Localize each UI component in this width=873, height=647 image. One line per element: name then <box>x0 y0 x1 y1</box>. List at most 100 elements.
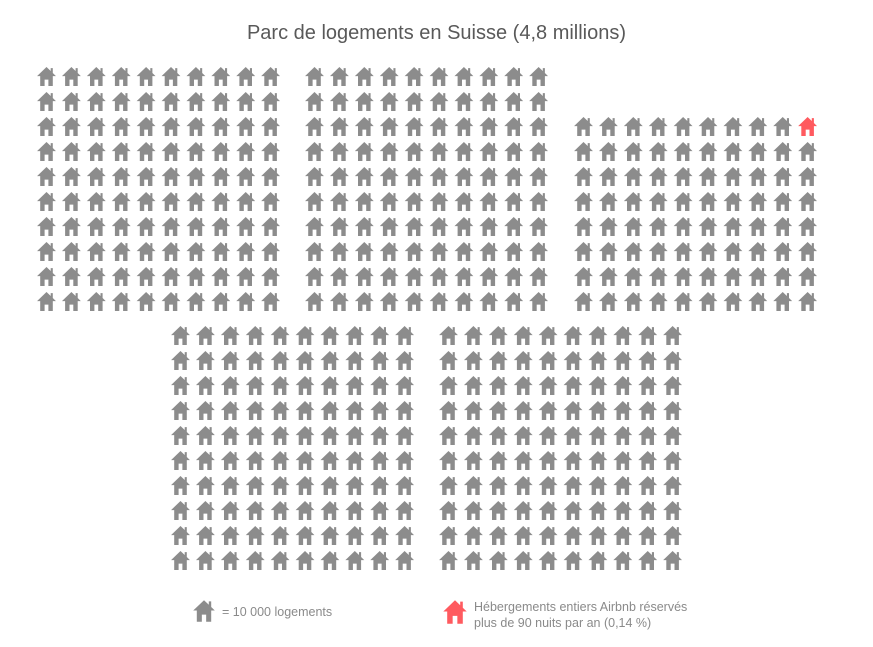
house-icon <box>295 476 315 495</box>
house-icon <box>161 217 181 236</box>
house-icon <box>748 242 768 261</box>
house-icon <box>598 142 618 161</box>
house-icon <box>195 401 215 420</box>
house-icon <box>320 326 340 345</box>
house-icon <box>773 292 793 311</box>
house-icon <box>504 142 524 161</box>
house-icon <box>136 242 156 261</box>
house-icon <box>61 242 81 261</box>
house-icon <box>295 451 315 470</box>
house-icon <box>171 526 190 545</box>
house-icon <box>563 326 583 345</box>
house-icon <box>613 401 633 420</box>
house-icon <box>270 401 290 420</box>
house-icon <box>261 292 281 311</box>
house-icon <box>798 192 818 211</box>
house-icon <box>773 142 793 161</box>
house-icon <box>305 167 324 186</box>
house-icon <box>86 167 106 186</box>
house-icon <box>623 117 643 136</box>
house-icon <box>598 292 618 311</box>
house-icon <box>623 192 643 211</box>
house-icon <box>186 67 206 86</box>
house-icon <box>270 526 290 545</box>
house-icon <box>111 292 131 311</box>
house-icon <box>211 117 231 136</box>
house-icon <box>136 67 156 86</box>
house-icon <box>320 376 340 395</box>
house-icon <box>111 67 131 86</box>
house-icon <box>245 401 265 420</box>
house-icon <box>748 117 768 136</box>
house-icon-highlight <box>443 600 467 624</box>
house-icon <box>345 401 365 420</box>
house-icon <box>236 92 256 111</box>
house-icon <box>195 426 215 445</box>
house-icon <box>588 376 608 395</box>
house-icon <box>86 217 106 236</box>
house-icon <box>598 192 618 211</box>
house-icon <box>345 501 365 520</box>
house-icon <box>354 117 374 136</box>
house-icon <box>698 292 718 311</box>
house-icon <box>574 242 593 261</box>
house-icon <box>320 501 340 520</box>
house-icon <box>345 551 365 570</box>
house-icon <box>404 117 424 136</box>
house-icon <box>111 92 131 111</box>
house-icon <box>648 167 668 186</box>
house-icon <box>171 476 190 495</box>
house-icon <box>270 376 290 395</box>
house-icon <box>345 426 365 445</box>
house-icon <box>270 426 290 445</box>
house-icon <box>37 117 56 136</box>
house-icon <box>479 242 499 261</box>
house-icon <box>211 292 231 311</box>
house-icon <box>723 217 743 236</box>
house-icon <box>648 242 668 261</box>
house-icon <box>598 217 618 236</box>
house-icon <box>270 501 290 520</box>
house-icon <box>61 167 81 186</box>
house-icon <box>638 351 658 370</box>
house-icon <box>463 351 483 370</box>
house-icon <box>504 92 524 111</box>
house-icon <box>574 167 593 186</box>
house-icon <box>220 501 240 520</box>
house-icon <box>295 326 315 345</box>
house-icon <box>220 326 240 345</box>
house-icon <box>748 217 768 236</box>
house-icon <box>563 401 583 420</box>
house-icon <box>195 351 215 370</box>
house-icon-highlight <box>798 117 818 136</box>
house-icon <box>136 292 156 311</box>
house-icon <box>161 242 181 261</box>
house-icon <box>588 451 608 470</box>
house-icon <box>161 67 181 86</box>
house-icon <box>723 267 743 286</box>
house-icon <box>504 117 524 136</box>
house-icon <box>588 401 608 420</box>
house-icon <box>111 242 131 261</box>
house-icon <box>504 217 524 236</box>
house-icon <box>345 451 365 470</box>
house-icon <box>186 142 206 161</box>
house-icon <box>354 242 374 261</box>
house-icon <box>37 242 56 261</box>
house-icon <box>673 167 693 186</box>
house-icon <box>429 117 449 136</box>
house-icon <box>439 351 458 370</box>
house-icon <box>161 167 181 186</box>
house-icon <box>236 167 256 186</box>
house-icon <box>295 426 315 445</box>
house-icon <box>588 501 608 520</box>
house-icon <box>504 267 524 286</box>
house-icon <box>798 142 818 161</box>
house-icon <box>454 292 474 311</box>
house-icon <box>220 526 240 545</box>
house-icon <box>404 192 424 211</box>
house-icon <box>638 501 658 520</box>
icon-block-5 <box>439 326 683 570</box>
house-icon <box>439 551 458 570</box>
house-icon <box>563 526 583 545</box>
